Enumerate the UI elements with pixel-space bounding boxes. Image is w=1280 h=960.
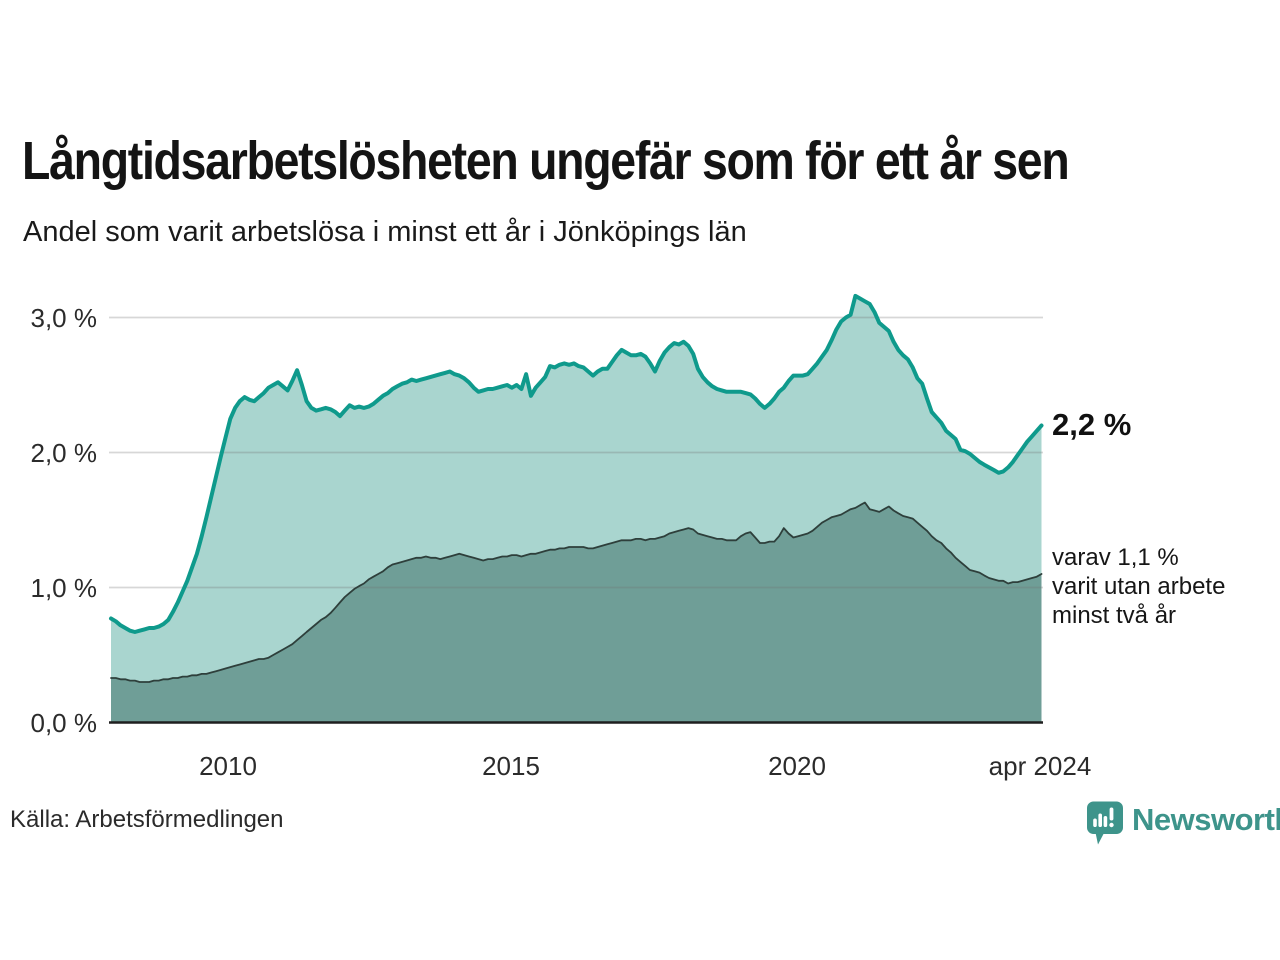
- newsworthy-brand: Newsworthy: [1086, 800, 1280, 848]
- two-year-label-line3: minst två år: [1052, 602, 1177, 629]
- two-year-label-line2: varit utan arbete: [1052, 573, 1226, 600]
- x-tick-2010: 2010: [199, 751, 257, 781]
- line-total-longterm: [109, 293, 1044, 634]
- line-two-year: [110, 501, 1043, 683]
- latest-value-label: 2,2 %: [1052, 407, 1132, 442]
- y-tick-0: 0,0 %: [30, 708, 98, 738]
- x-tick-apr-2024: apr 2024: [988, 751, 1092, 781]
- x-tick-2015: 2015: [482, 751, 540, 781]
- two-year-value-label: varav 1,1 % varit utan arbete minst två …: [1052, 543, 1225, 630]
- y-tick-2: 2,0 %: [30, 438, 98, 468]
- x-tick-2020: 2020: [768, 751, 826, 781]
- newsworthy-wordmark: Newsworthy: [1132, 802, 1280, 837]
- page-title: Långtidsarbetslösheten ungefär som för e…: [22, 131, 1070, 191]
- two-year-label-line1: varav 1,1 %: [1052, 544, 1179, 571]
- chart-subtitle: Andel som varit arbetslösa i minst ett å…: [23, 216, 747, 248]
- newsworthy-logo-icon: [1087, 801, 1123, 845]
- source-caption: Källa: Arbetsförmedlingen: [10, 806, 284, 833]
- gridlines: [109, 316, 1043, 589]
- area-two-year: [111, 502, 1042, 723]
- y-tick-3: 3,0 %: [30, 303, 98, 333]
- y-tick-1: 1,0 %: [30, 573, 98, 603]
